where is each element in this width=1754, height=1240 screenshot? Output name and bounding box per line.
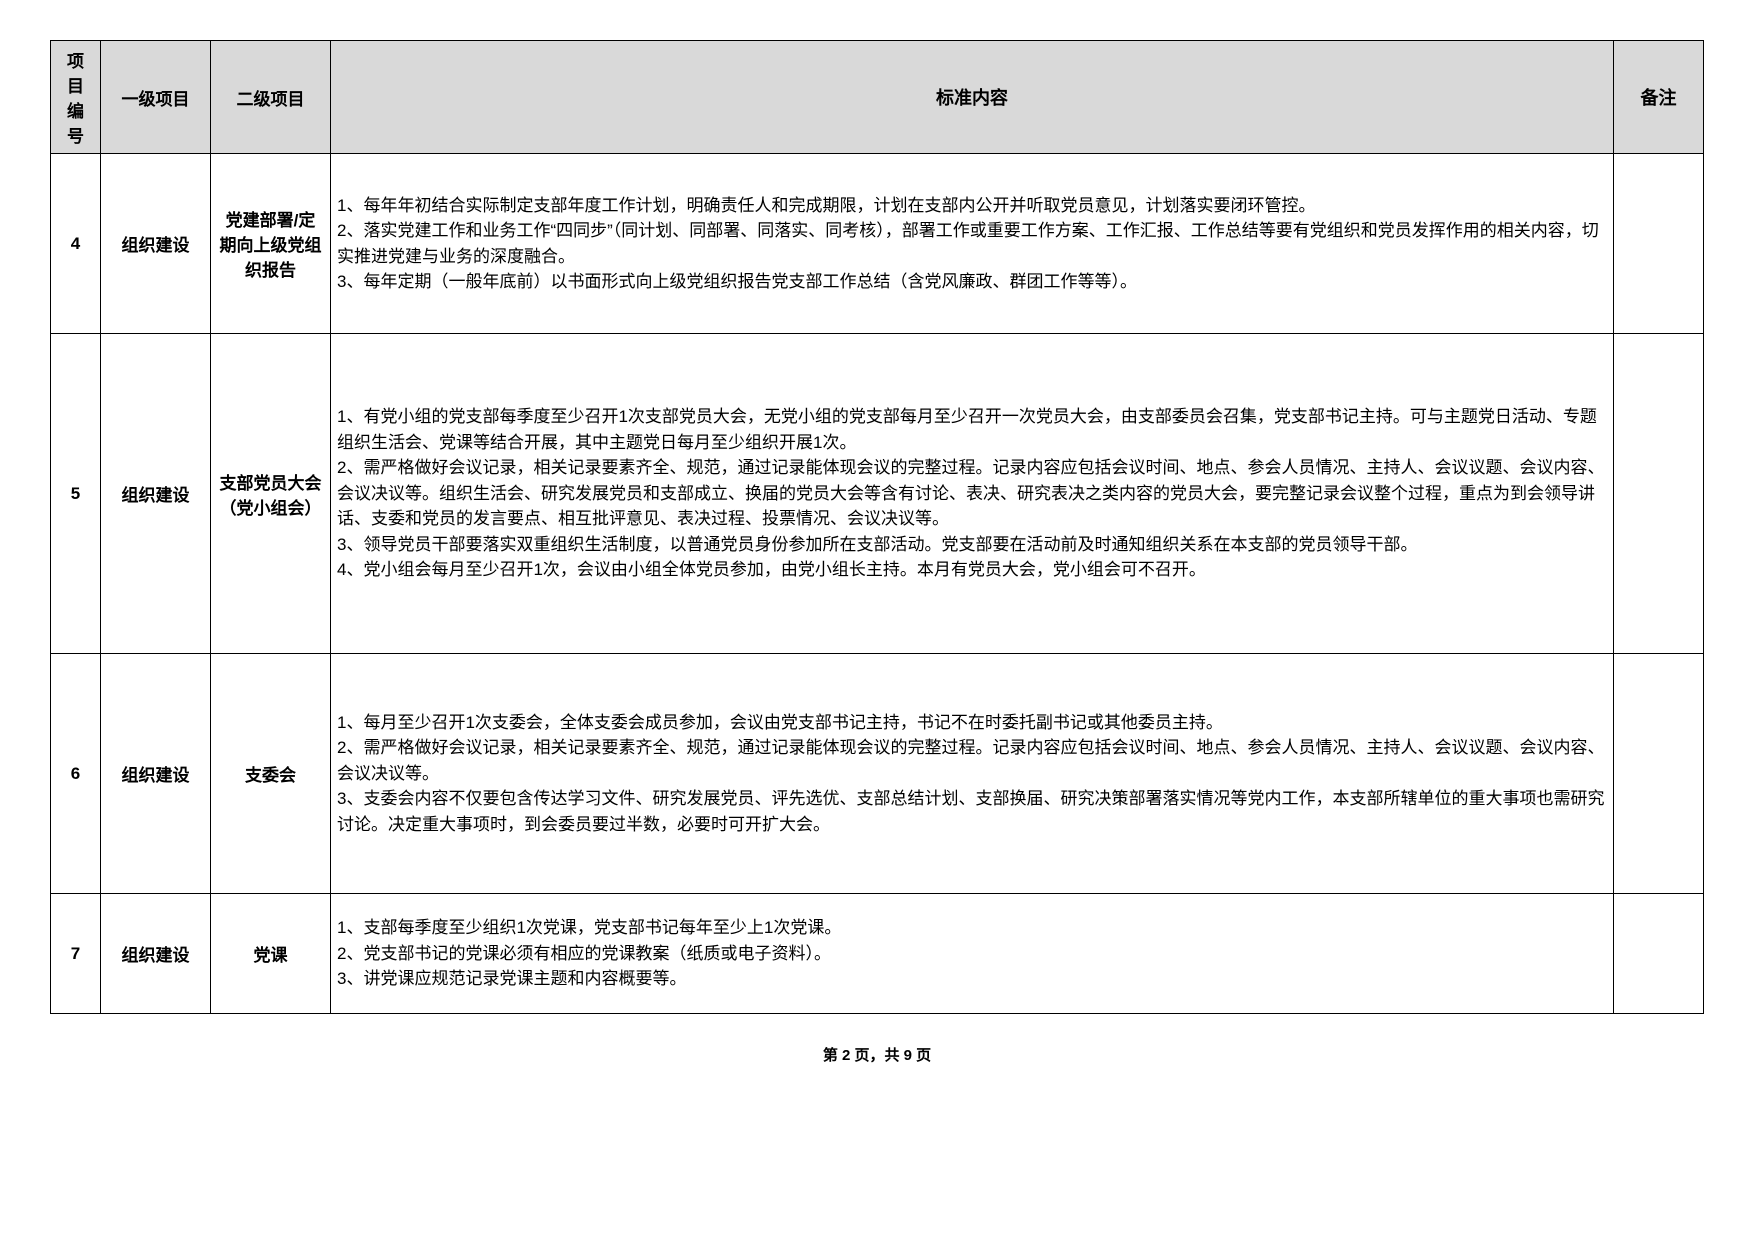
header-content: 标准内容 xyxy=(331,41,1614,154)
cell-remark xyxy=(1614,654,1704,894)
table-row: 7组织建设党课1、支部每季度至少组织1次党课，党支部书记每年至少上1次党课。 2… xyxy=(51,894,1704,1014)
cell-level1: 组织建设 xyxy=(101,894,211,1014)
cell-remark xyxy=(1614,894,1704,1014)
header-level1: 一级项目 xyxy=(101,41,211,154)
cell-level2: 支部党员大会（党小组会） xyxy=(211,334,331,654)
header-level2: 二级项目 xyxy=(211,41,331,154)
cell-content: 1、每年年初结合实际制定支部年度工作计划，明确责任人和完成期限，计划在支部内公开… xyxy=(331,154,1614,334)
table-row: 6组织建设支委会1、每月至少召开1次支委会，全体支委会成员参加，会议由党支部书记… xyxy=(51,654,1704,894)
cell-num: 4 xyxy=(51,154,101,334)
cell-level1: 组织建设 xyxy=(101,334,211,654)
table-row: 5组织建设支部党员大会（党小组会）1、有党小组的党支部每季度至少召开1次支部党员… xyxy=(51,334,1704,654)
cell-remark xyxy=(1614,334,1704,654)
cell-level1: 组织建设 xyxy=(101,654,211,894)
cell-level1: 组织建设 xyxy=(101,154,211,334)
cell-num: 7 xyxy=(51,894,101,1014)
cell-content: 1、有党小组的党支部每季度至少召开1次支部党员大会，无党小组的党支部每月至少召开… xyxy=(331,334,1614,654)
header-remark: 备注 xyxy=(1614,41,1704,154)
cell-num: 6 xyxy=(51,654,101,894)
cell-level2: 党建部署/定期向上级党组织报告 xyxy=(211,154,331,334)
header-num: 项目 编号 xyxy=(51,41,101,154)
table-row: 4组织建设党建部署/定期向上级党组织报告1、每年年初结合实际制定支部年度工作计划… xyxy=(51,154,1704,334)
standards-table: 项目 编号 一级项目 二级项目 标准内容 备注 4组织建设党建部署/定期向上级党… xyxy=(50,40,1704,1014)
cell-content: 1、每月至少召开1次支委会，全体支委会成员参加，会议由党支部书记主持，书记不在时… xyxy=(331,654,1614,894)
cell-num: 5 xyxy=(51,334,101,654)
cell-level2: 党课 xyxy=(211,894,331,1014)
cell-content: 1、支部每季度至少组织1次党课，党支部书记每年至少上1次党课。 2、党支部书记的… xyxy=(331,894,1614,1014)
cell-level2: 支委会 xyxy=(211,654,331,894)
page-footer: 第 2 页，共 9 页 xyxy=(50,1044,1704,1065)
cell-remark xyxy=(1614,154,1704,334)
header-row: 项目 编号 一级项目 二级项目 标准内容 备注 xyxy=(51,41,1704,154)
